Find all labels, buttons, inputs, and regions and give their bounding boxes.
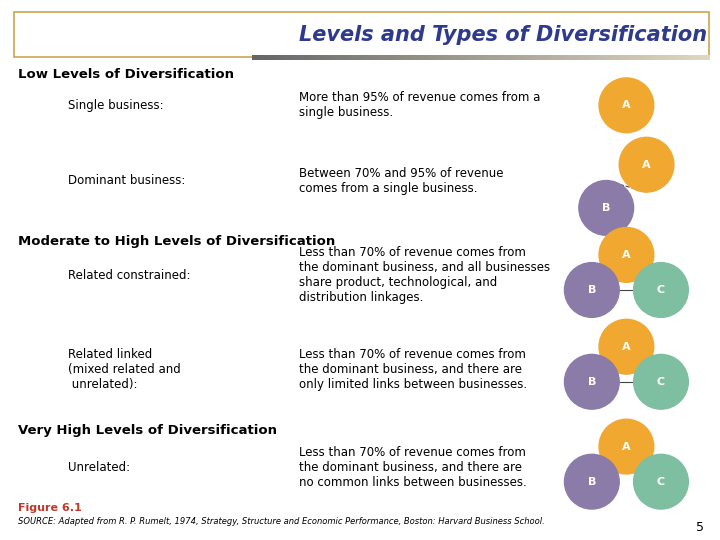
Ellipse shape <box>564 262 619 318</box>
Text: A: A <box>642 160 651 170</box>
Text: B: B <box>602 203 611 213</box>
Text: SOURCE: Adapted from R. P. Rumelt, 1974, Strategy, Structure and Economic Perfor: SOURCE: Adapted from R. P. Rumelt, 1974,… <box>18 517 545 526</box>
Ellipse shape <box>564 354 619 409</box>
Text: A: A <box>622 100 631 110</box>
Text: Related constrained:: Related constrained: <box>68 269 191 282</box>
Ellipse shape <box>619 137 674 192</box>
Ellipse shape <box>599 319 654 374</box>
Text: A: A <box>622 250 631 260</box>
Ellipse shape <box>579 180 634 235</box>
Text: Moderate to High Levels of Diversification: Moderate to High Levels of Diversificati… <box>18 235 336 248</box>
Text: A: A <box>622 342 631 352</box>
Text: Levels and Types of Diversification: Levels and Types of Diversification <box>299 24 707 45</box>
Text: Unrelated:: Unrelated: <box>68 461 130 474</box>
Text: 5: 5 <box>696 521 704 534</box>
Text: Less than 70% of revenue comes from
the dominant business, and all businesses
sh: Less than 70% of revenue comes from the … <box>299 246 550 305</box>
Text: A: A <box>622 442 631 451</box>
Ellipse shape <box>599 78 654 133</box>
Text: Figure 6.1: Figure 6.1 <box>18 503 82 514</box>
Text: B: B <box>588 285 596 295</box>
Ellipse shape <box>599 227 654 282</box>
Text: Single business:: Single business: <box>68 99 164 112</box>
Text: Related linked
(mixed related and
 unrelated):: Related linked (mixed related and unrela… <box>68 348 181 392</box>
Text: Dominant business:: Dominant business: <box>68 174 186 187</box>
Ellipse shape <box>564 454 619 509</box>
Text: C: C <box>657 477 665 487</box>
Text: Less than 70% of revenue comes from
the dominant business, and there are
only li: Less than 70% of revenue comes from the … <box>299 348 527 392</box>
Ellipse shape <box>634 454 688 509</box>
Text: C: C <box>657 285 665 295</box>
Text: Less than 70% of revenue comes from
the dominant business, and there are
no comm: Less than 70% of revenue comes from the … <box>299 446 526 489</box>
Text: B: B <box>588 377 596 387</box>
Text: Between 70% and 95% of revenue
comes from a single business.: Between 70% and 95% of revenue comes fro… <box>299 167 503 195</box>
Bar <box>14 12 709 57</box>
Text: Low Levels of Diversification: Low Levels of Diversification <box>18 68 234 80</box>
Text: Very High Levels of Diversification: Very High Levels of Diversification <box>18 424 277 437</box>
Ellipse shape <box>634 262 688 318</box>
Text: B: B <box>588 477 596 487</box>
Ellipse shape <box>599 419 654 474</box>
Ellipse shape <box>634 354 688 409</box>
Text: C: C <box>657 377 665 387</box>
Text: More than 95% of revenue comes from a
single business.: More than 95% of revenue comes from a si… <box>299 91 540 119</box>
